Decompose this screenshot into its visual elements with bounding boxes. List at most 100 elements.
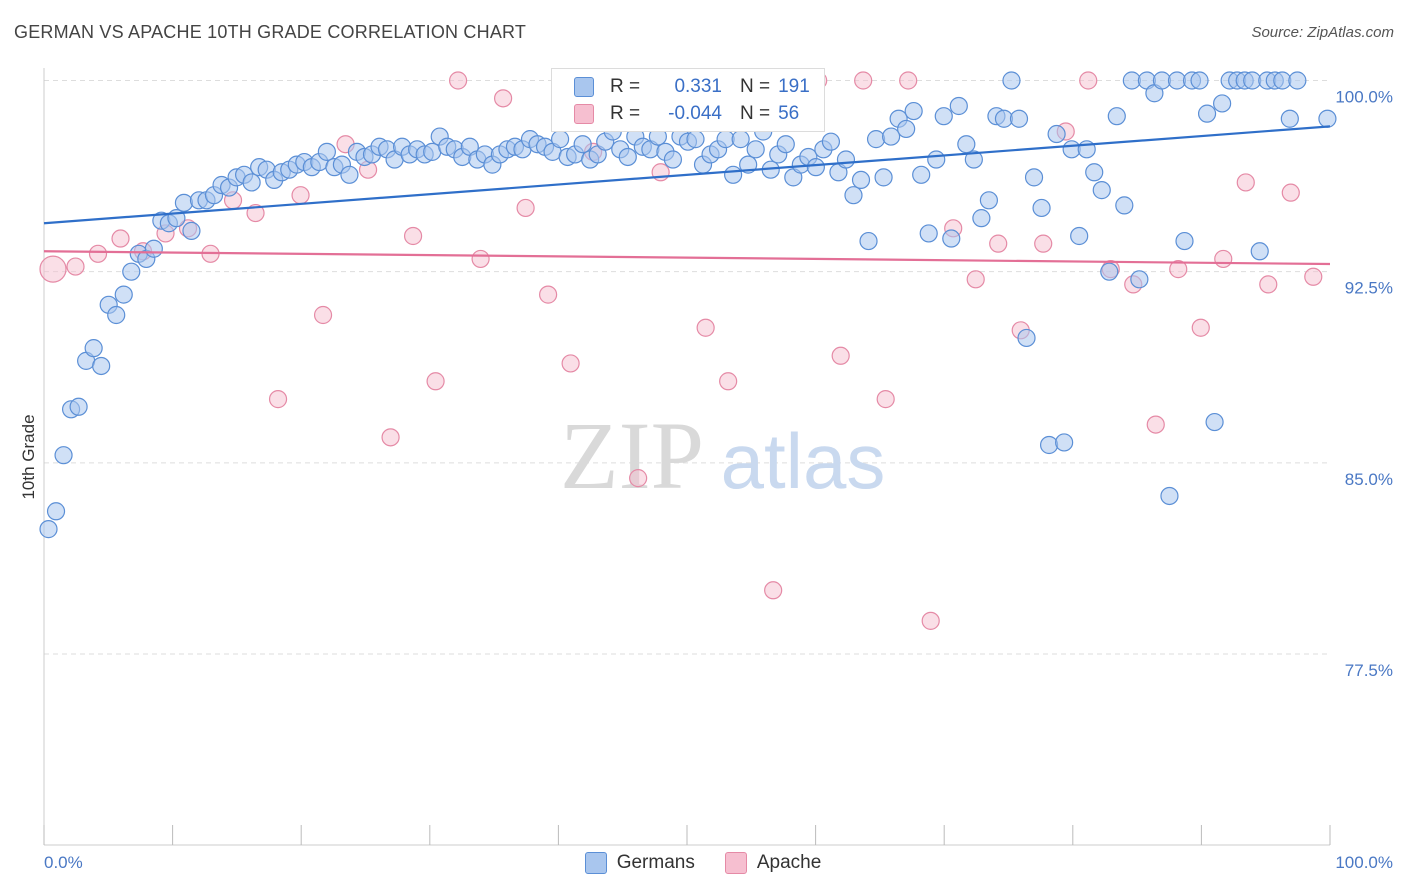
apache-point-54 <box>1259 275 1278 294</box>
germans-point-154 <box>1197 104 1217 123</box>
apache-point-16 <box>403 226 423 246</box>
apache-point-56 <box>1304 267 1323 286</box>
legend-row-germans: R = 0.331 N = 191 <box>574 74 810 100</box>
germans-point-102 <box>806 158 825 177</box>
germans-point-134 <box>1047 124 1066 144</box>
apache-point-18 <box>448 71 468 90</box>
germans-point-149 <box>1160 486 1179 506</box>
apache-point-51 <box>1191 318 1210 337</box>
apache-point-32 <box>764 581 783 600</box>
germans-point-121 <box>949 96 968 116</box>
germans-point-86 <box>686 130 705 149</box>
germans-point-83 <box>663 150 683 169</box>
apache-point-19 <box>471 249 490 269</box>
apache-swatch <box>574 104 594 124</box>
germans-point-155 <box>1205 412 1224 432</box>
germans-point-106 <box>836 150 856 169</box>
germans-point-27 <box>242 173 261 192</box>
germans-r-label: R = <box>610 76 641 97</box>
apache-legend-swatch <box>724 852 747 874</box>
germans-point-161 <box>1250 242 1269 261</box>
y-axis-label: 10th Grade <box>19 414 38 499</box>
germans-point-119 <box>934 107 953 126</box>
legend-item-apache: Apache <box>724 852 822 874</box>
germans-point-0 <box>39 520 58 539</box>
x-tick-label-0: 0.0% <box>44 853 83 872</box>
germans-swatch <box>574 77 594 97</box>
apache-n-label: N = <box>740 103 771 124</box>
y-tick-label-0: 100.0% <box>1335 88 1393 107</box>
germans-point-110 <box>866 130 886 149</box>
chart-title: GERMAN VS APACHE 10TH GRADE CORRELATION … <box>14 22 527 42</box>
germans-point-135 <box>1055 433 1074 452</box>
germans-point-145 <box>1130 270 1149 289</box>
germans-point-92 <box>731 130 750 149</box>
apache-point-39 <box>921 611 940 630</box>
apache-point-17 <box>426 372 445 391</box>
apache-point-22 <box>539 285 558 304</box>
germans-point-115 <box>904 101 923 121</box>
apache-point-15 <box>381 428 400 447</box>
germans-point-165 <box>1280 109 1299 128</box>
apache-point-11 <box>291 186 310 205</box>
y-tick-label-3: 77.5% <box>1345 661 1393 680</box>
apache-point-30 <box>719 372 738 391</box>
germans-point-120 <box>942 229 961 248</box>
y-tick-label-1: 92.5% <box>1345 279 1393 298</box>
germans-n-value: 191 <box>778 76 810 97</box>
apache-point-3 <box>111 229 130 248</box>
germans-point-139 <box>1085 163 1104 182</box>
germans-point-118 <box>927 150 946 169</box>
germans-point-141 <box>1100 262 1119 281</box>
apache-point-26 <box>629 469 648 488</box>
germans-point-116 <box>912 165 931 184</box>
germans-point-51 <box>423 142 442 161</box>
watermark-zip: ZIP <box>560 402 704 509</box>
germans-point-104 <box>821 132 841 151</box>
germans-point-133 <box>1039 435 1059 455</box>
germans-point-4 <box>69 397 88 416</box>
germans-point-156 <box>1213 94 1232 113</box>
germans-point-14 <box>144 239 163 258</box>
x-tick-label-1: 100.0% <box>1335 853 1393 872</box>
germans-point-107 <box>844 186 863 205</box>
apache-point-49 <box>1146 415 1165 434</box>
germans-point-122 <box>957 135 976 154</box>
apache-point-44 <box>1034 234 1053 253</box>
germans-point-91 <box>724 165 743 184</box>
series-legend: Germans Apache <box>0 852 1406 874</box>
apache-point-1 <box>66 257 85 276</box>
germans-point-6 <box>84 339 103 358</box>
watermark-atlas: atlas <box>721 417 886 505</box>
germans-point-114 <box>897 119 916 139</box>
germans-point-137 <box>1070 226 1089 246</box>
y-tick-labels: 100.0% 92.5% 85.0% 77.5% <box>1335 88 1393 681</box>
stats-legend: R = 0.331 N = 191 R = -0.044 N = 56 <box>551 68 825 132</box>
watermark: ZIP atlas <box>560 402 885 509</box>
germans-point-7 <box>92 356 111 376</box>
apache-point-41 <box>966 270 985 289</box>
trend-lines <box>43 125 1331 266</box>
y-tick-label-2: 85.0% <box>1345 470 1393 489</box>
germans-point-19 <box>182 221 201 240</box>
apache-point-21 <box>516 198 535 218</box>
germans-point-142 <box>1107 107 1126 126</box>
germans-point-112 <box>882 127 901 146</box>
apache-legend-label: Apache <box>756 852 822 873</box>
axes <box>43 68 1331 846</box>
germans-point-143 <box>1115 196 1134 215</box>
germans-point-77 <box>618 147 637 167</box>
apache-n-value: 56 <box>778 103 800 124</box>
apache-point-53 <box>1236 173 1255 192</box>
germans-point-18 <box>174 193 194 212</box>
germans-n-label: N = <box>740 76 771 97</box>
x-tick-labels: 0.0% 100.0% <box>44 853 1393 872</box>
germans-point-109 <box>859 231 878 251</box>
germans-r-value: 0.331 <box>674 76 722 97</box>
germans-trend-line <box>43 125 1331 225</box>
germans-point-2 <box>54 446 73 465</box>
apache-point-42 <box>989 234 1008 253</box>
legend-row-apache: R = -0.044 N = 56 <box>574 101 799 127</box>
germans-point-71 <box>573 135 592 154</box>
